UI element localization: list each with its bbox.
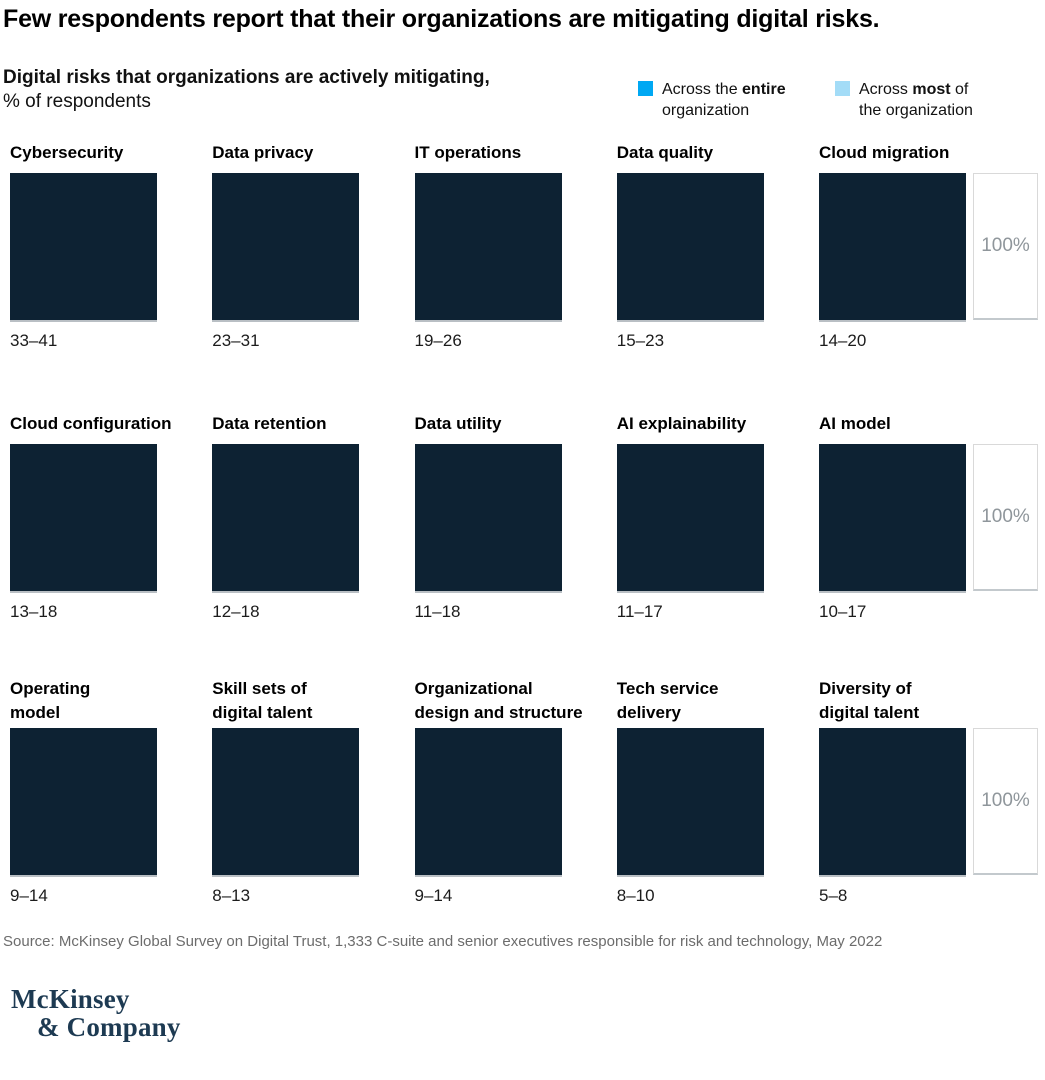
risk-square [414,173,562,320]
risk-value-range: 11–17 [616,602,663,621]
legend-swatch-most-icon [835,81,850,96]
risk-label: Skill sets of digital talent [212,679,313,722]
risk-cell-skill-sets-of-digital-talent: Skill sets of digital talent 8–13 [212,677,360,906]
risk-label: Tech service delivery [616,679,719,722]
risk-cell-data-privacy: Data privacy 23–31 [212,143,360,351]
risk-cell-ai-model: AI model 10–17 [819,414,966,622]
risk-cell-it-operations: IT operations 19–26 [414,143,562,351]
reference-100-box-row-1: 100% [973,173,1038,320]
risk-label: Cloud migration [819,143,950,162]
risk-square [10,728,157,875]
risk-value-range: 9–14 [414,886,453,905]
risk-cell-organizational-design-and-structure: Organizational design and structure 9–14 [414,677,583,906]
risk-label: Data quality [616,143,714,162]
risk-label: Data utility [414,414,502,433]
risk-label: Data privacy [212,143,314,162]
risk-cell-cloud-configuration: Cloud configuration 13–18 [10,414,172,622]
risk-label: Organizational design and structure [414,679,583,722]
risk-value-range: 9–14 [10,886,48,905]
risk-square [10,173,157,320]
risk-square [414,444,562,591]
legend-item-most: Across most of the organization [835,79,987,121]
risk-label: Cybersecurity [10,143,124,162]
reference-100-box-row-2: 100% [973,444,1038,591]
logo-line-2: & Company [37,1012,181,1042]
risk-value-range: 19–26 [414,331,462,350]
risk-value-range: 15–23 [616,331,665,350]
risk-grid-row-3: Operating model 9–14 Skill sets of digital… [10,677,966,906]
risk-grid-row-2: Cloud configuration 13–18 Data retention… [10,414,966,622]
risk-cell-ai-explainability: AI explainability 11–17 [616,414,764,622]
reference-100-box-row-3: 100% [973,728,1038,875]
chart-subtitle-bold: Digital risks that organizations are act… [3,67,490,88]
risk-value-range: 12–18 [212,602,260,621]
risk-value-range: 8–13 [212,886,251,905]
risk-value-range: 23–31 [212,331,260,350]
risk-label: Data retention [212,414,327,433]
risk-label: Operating model [10,679,91,722]
risk-square [819,444,966,591]
risk-cell-operating-model: Operating model 9–14 [10,677,157,906]
risk-square [819,173,966,320]
risk-cell-data-utility: Data utility 11–18 [414,414,562,622]
source-note: Source: McKinsey Global Survey on Digita… [3,933,883,950]
legend-label-most: Across most of the organization [859,81,973,119]
risk-label: AI model [819,414,891,433]
risk-cell-data-retention: Data retention 12–18 [212,414,360,622]
risk-cell-cybersecurity: Cybersecurity 33–41 [10,143,157,351]
risk-label: AI explainability [616,414,747,433]
legend-item-entire: Across the entire organization [638,79,804,121]
risk-grid-row-1: Cybersecurity 33–41 Data privacy 23–31 I… [10,143,966,351]
mckinsey-company-logo: McKinsey & Company [11,985,181,1041]
risk-value-range: 13–18 [10,602,58,621]
logo-line-1: McKinsey [11,984,130,1014]
legend-label-entire: Across the entire organization [662,81,786,119]
risk-square [212,173,360,320]
legend-swatch-entire-icon [638,81,653,96]
risk-label: Cloud configuration [10,414,172,433]
risk-square [10,444,157,591]
chart-unit-label: % of respondents [3,91,151,112]
risk-value-range: 5–8 [819,886,848,905]
risk-square [819,728,966,875]
risk-cell-tech-service-delivery: Tech service delivery 8–10 [616,677,764,906]
risk-square [212,444,360,591]
risk-square [212,728,360,875]
risk-label: Diversity of digital talent [819,679,920,722]
risk-label: IT operations [414,143,522,162]
chart-subtitle: Digital risks that organizations are act… [3,66,490,114]
risk-value-range: 14–20 [819,331,867,350]
risk-value-range: 11–18 [414,602,461,621]
risk-square [616,444,764,591]
risk-value-range: 33–41 [10,331,58,350]
risk-square [616,173,764,320]
risk-value-range: 8–10 [616,886,655,905]
risk-value-range: 10–17 [819,602,867,621]
risk-square [414,728,562,875]
risk-cell-diversity-of-digital-talent: Diversity of digital talent 5–8 [819,677,966,906]
risk-cell-data-quality: Data quality 15–23 [616,143,764,351]
risk-cell-cloud-migration: Cloud migration 14–20 [819,143,966,351]
risk-square [616,728,764,875]
exhibit-headline: Few respondents report that their organi… [3,5,880,33]
